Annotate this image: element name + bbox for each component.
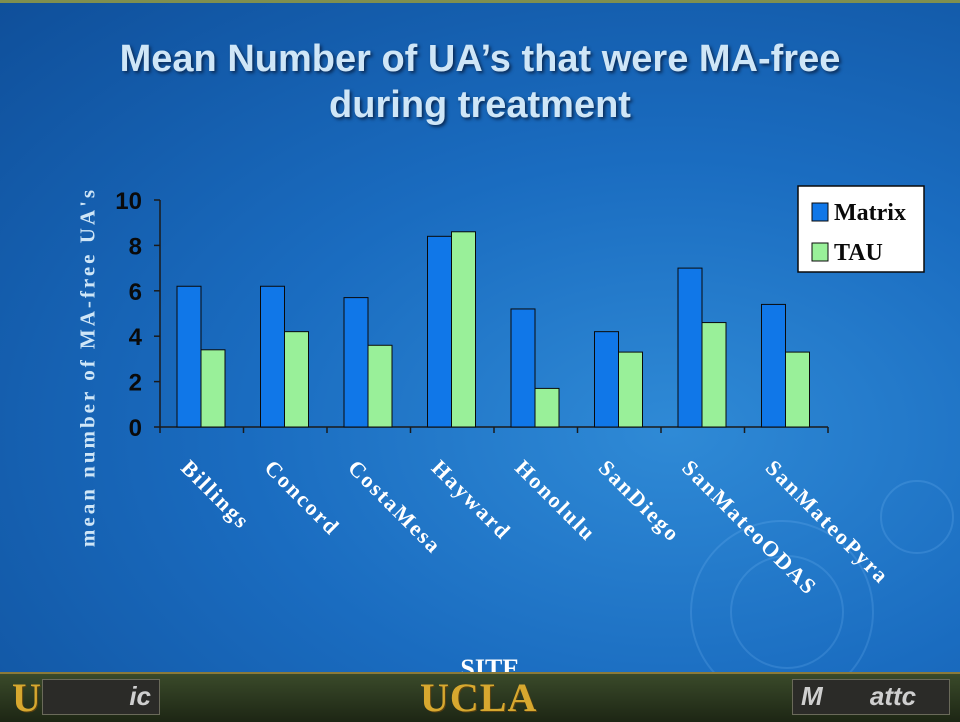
slide-title-line-1: Mean Number of UA’s that were MA-free <box>119 38 841 80</box>
legend-label-tau: TAU <box>834 240 883 266</box>
bar-tau-concord <box>284 331 309 428</box>
x-tick-label: Hayward <box>427 455 517 545</box>
bar-matrix-billings <box>176 285 202 428</box>
bar-matrix-sanmateoodas <box>677 267 703 428</box>
left-logo-box: ic <box>42 679 160 715</box>
decorative-ring <box>730 555 844 669</box>
bar-matrix-hayward <box>427 235 452 428</box>
x-tick-label: Billings <box>176 455 255 534</box>
bar-tau-sanmateopyra <box>785 351 810 428</box>
y-tick-label: 8 <box>129 233 142 260</box>
x-tick-label: Honolulu <box>510 455 601 546</box>
legend-swatch-matrix <box>811 202 829 222</box>
bar-tau-sandiego <box>618 351 643 428</box>
y-tick-label: 2 <box>129 370 142 397</box>
bar-matrix-concord <box>260 285 285 428</box>
left-logo-text: ic <box>129 681 151 711</box>
bar-tau-costamesa <box>367 344 393 428</box>
bar-tau-hayward <box>451 231 476 428</box>
attc-logo-prefix: M <box>801 681 823 711</box>
top-border <box>0 0 960 3</box>
bar-matrix-sanmateopyra <box>761 303 786 428</box>
slide-title-line-2: during treatment <box>329 84 631 126</box>
x-tick-label: SanDiego <box>594 455 686 547</box>
slide-title: Mean Number of UA’s that were MA-free du… <box>0 36 960 128</box>
y-tick-label: 4 <box>129 324 143 351</box>
bar-matrix-costamesa <box>343 297 369 428</box>
bar-matrix-sandiego <box>594 331 619 428</box>
y-tick-label: 0 <box>129 415 142 442</box>
x-tick-label: Concord <box>260 455 345 540</box>
attc-logo-box: M attc <box>792 679 950 715</box>
y-tick-label: 6 <box>129 279 142 306</box>
attc-logo-text: attc <box>869 681 917 711</box>
bar-tau-honolulu <box>534 387 560 428</box>
bar-matrix-honolulu <box>510 308 536 428</box>
y-tick-label: 10 <box>115 188 142 215</box>
legend-swatch-tau <box>811 242 829 262</box>
bar-tau-sanmateoodas <box>701 322 727 428</box>
decorative-ring <box>880 480 954 554</box>
ucla-logo-center: UCLA <box>420 675 538 720</box>
legend-label-matrix: Matrix <box>834 200 906 226</box>
bar-tau-billings <box>200 349 226 428</box>
